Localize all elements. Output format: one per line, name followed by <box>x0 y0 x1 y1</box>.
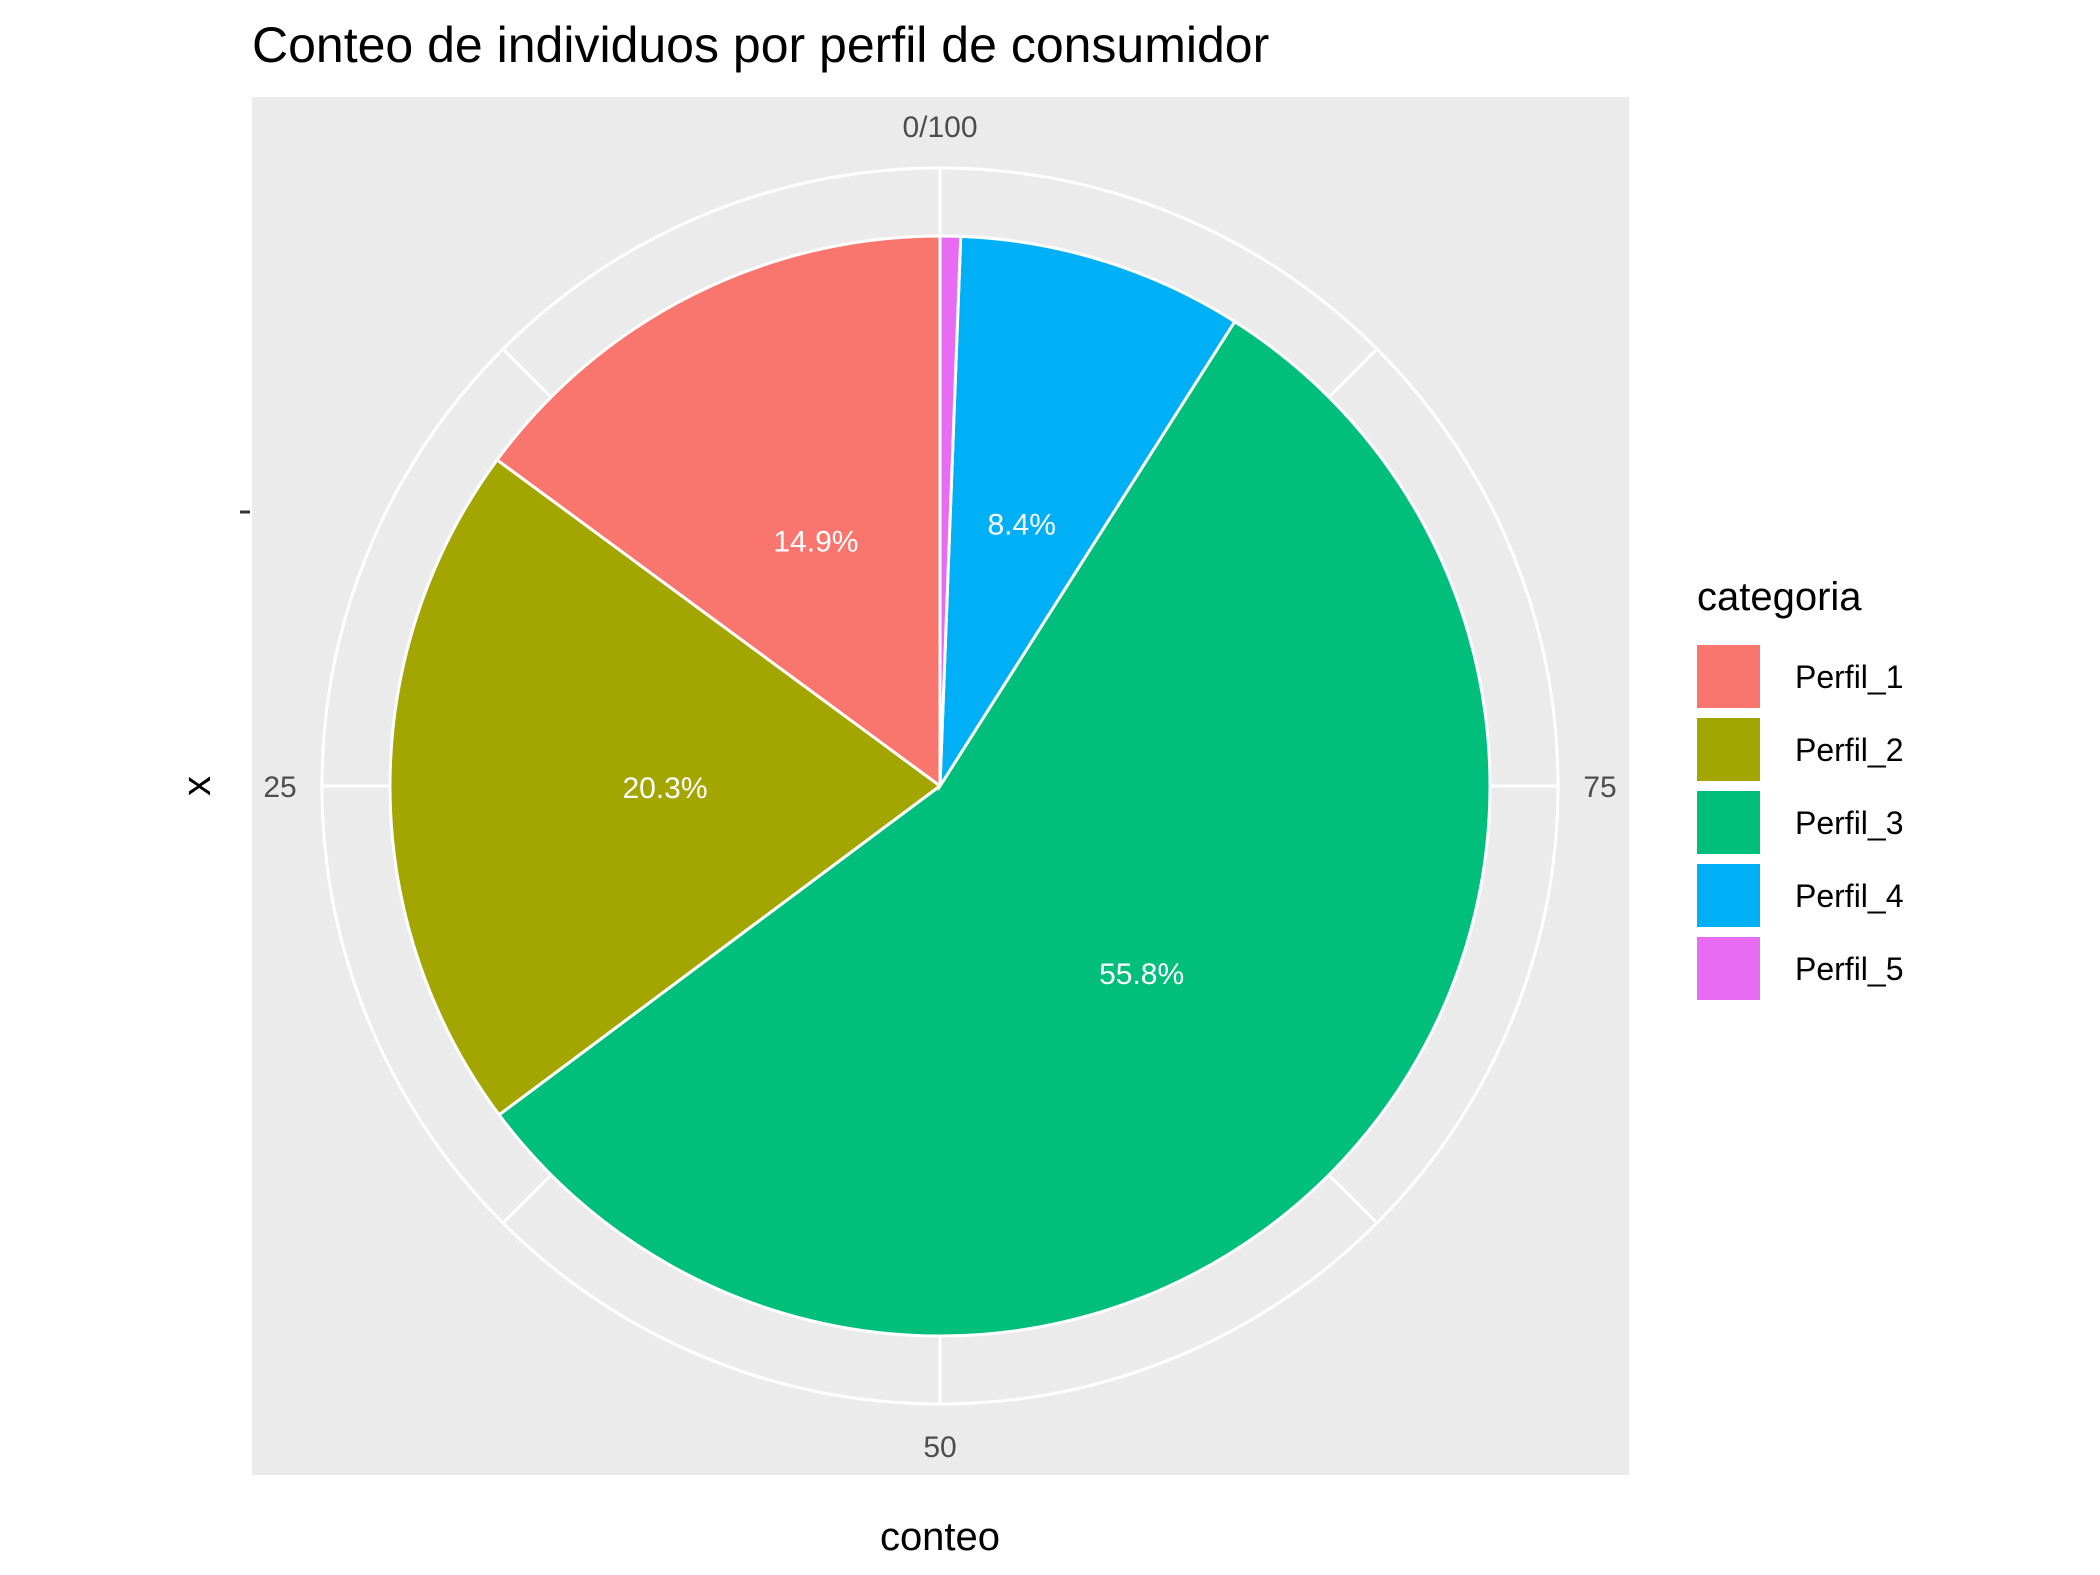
legend-swatch <box>1697 718 1760 781</box>
y-axis-title: x <box>175 776 219 796</box>
theta-tick-label: 25 <box>263 771 296 804</box>
pie-slice-perfil-1 <box>494 234 942 789</box>
theta-tick-label: 50 <box>923 1431 956 1464</box>
legend-items: Perfil_1 Perfil_2 Perfil_3 Perfil_4 Perfil_5 <box>1697 645 1904 1000</box>
legend-label: Perfil_5 <box>1795 951 1904 987</box>
legend-swatch <box>1697 791 1760 854</box>
pie-slice-perfil-4 <box>938 234 1237 792</box>
legend-label: Perfil_2 <box>1795 732 1904 768</box>
theta-tick-label: 0/100 <box>902 111 977 144</box>
legend-swatch <box>1697 864 1760 927</box>
legend-title: categoria <box>1697 575 1862 619</box>
theta-tick-labels: 0/100 25 50 75 <box>263 111 1616 1464</box>
legend-label: Perfil_4 <box>1795 878 1904 914</box>
data-labels: 14.9% 20.3% 55.8% 8.4% <box>622 508 1184 991</box>
data-label: 20.3% <box>622 772 707 805</box>
data-label: 55.8% <box>1099 958 1184 991</box>
pie-slice-perfil-5 <box>938 234 963 787</box>
pie-slices <box>388 234 1492 1338</box>
x-axis-title: conteo <box>880 1515 1000 1559</box>
data-label: 14.9% <box>773 526 858 559</box>
pie-slice-perfil-2 <box>388 457 943 1117</box>
legend-swatch <box>1697 937 1760 1000</box>
legend-label: Perfil_3 <box>1795 805 1904 841</box>
chart-title: Conteo de individuos por perfil de consu… <box>252 17 1269 73</box>
theta-tick-label: 75 <box>1583 771 1616 804</box>
legend: categoria Perfil_1Perfil_2Perfil_3Perfil… <box>1697 575 1904 1000</box>
data-label: 8.4% <box>987 508 1055 541</box>
legend-swatch <box>1697 645 1760 708</box>
legend-label: Perfil_1 <box>1795 659 1904 695</box>
pie-slice-perfil-3 <box>497 319 1492 1338</box>
